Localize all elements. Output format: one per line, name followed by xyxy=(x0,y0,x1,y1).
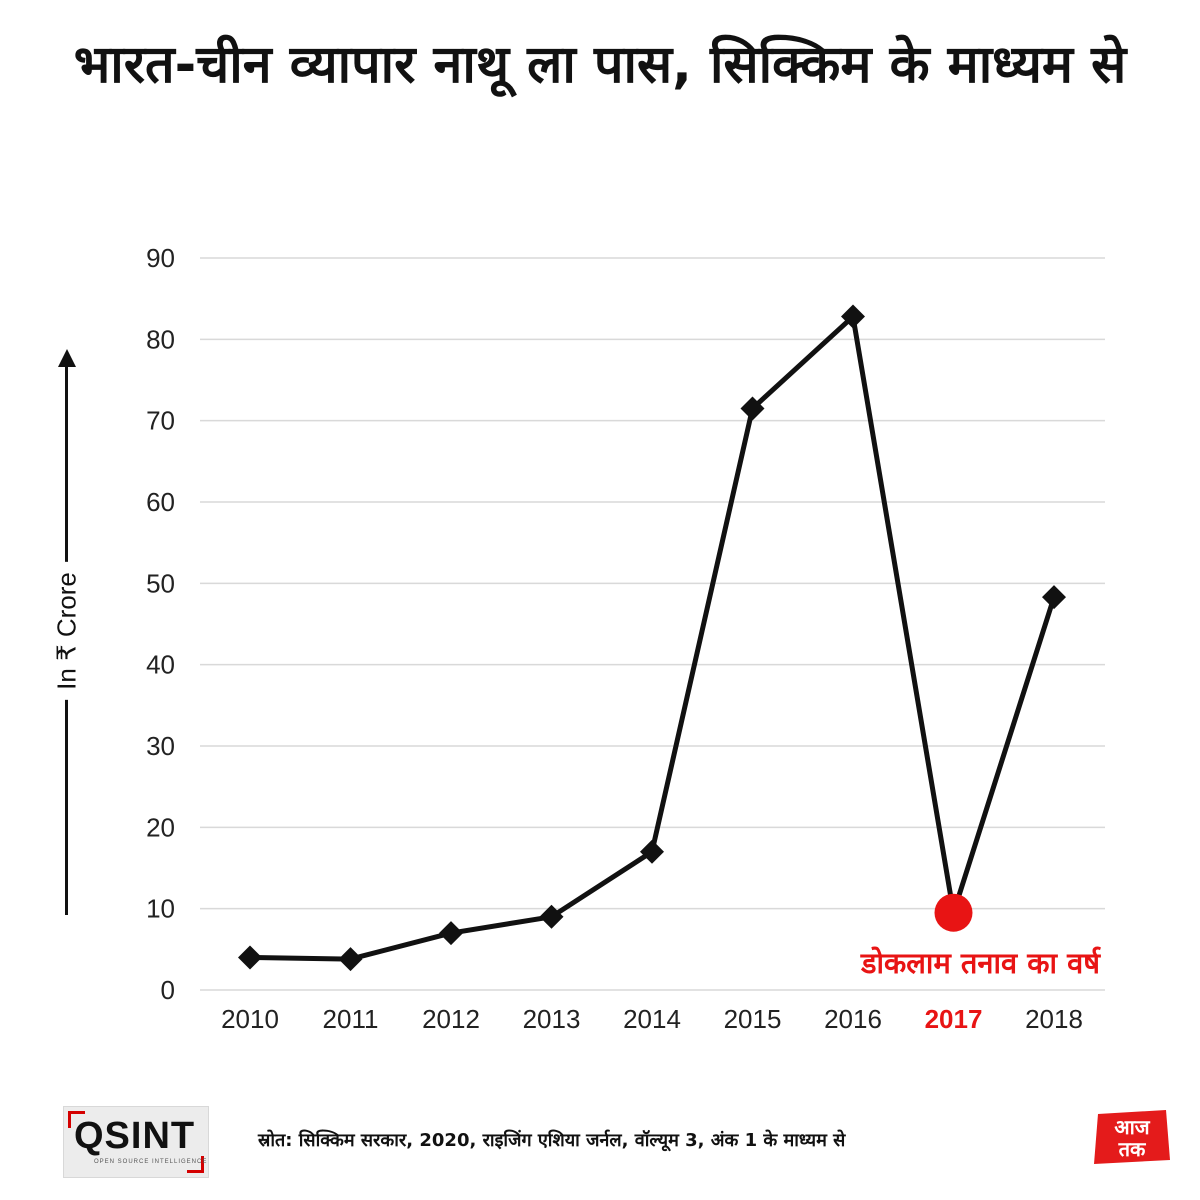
y-tick-label: 70 xyxy=(146,406,175,436)
logo-text-top: आज xyxy=(1114,1115,1150,1139)
data-point xyxy=(338,947,363,972)
highlight-point xyxy=(934,893,973,932)
qsint-logo: QSINT OPEN SOURCE INTELLIGENCE xyxy=(63,1106,209,1178)
data-markers xyxy=(238,304,1066,972)
arrow-up-icon xyxy=(58,349,76,367)
data-point xyxy=(640,839,664,864)
x-tick-labels: 2010 2011 2012 2013 2014 2015 2016 2017 2018 xyxy=(221,1004,1083,1034)
y-tick-label: 30 xyxy=(146,731,175,761)
x-tick-label: 2016 xyxy=(824,1004,882,1034)
data-point xyxy=(1042,585,1066,610)
y-tick-label: 40 xyxy=(146,650,175,680)
data-point xyxy=(238,945,262,970)
x-tick-label: 2015 xyxy=(724,1004,782,1034)
data-point xyxy=(539,904,564,929)
x-tick-label: 2018 xyxy=(1025,1004,1083,1034)
aajtak-logo: आज तक xyxy=(1094,1110,1170,1164)
gridlines xyxy=(200,257,1105,991)
data-point xyxy=(439,921,463,946)
x-tick-label: 2012 xyxy=(422,1004,480,1034)
line-chart: 0 10 20 30 40 50 60 70 80 90 2010 2011 2012 2013 2014… xyxy=(146,243,1105,1034)
data-point xyxy=(841,304,865,329)
logo-corner-icon xyxy=(68,1111,85,1128)
data-point xyxy=(740,396,765,421)
logo-text: QSINT xyxy=(74,1115,196,1157)
y-tick-label: 10 xyxy=(146,894,175,924)
logo-subtext: OPEN SOURCE INTELLIGENCE xyxy=(94,1159,208,1165)
x-tick-label: 2014 xyxy=(623,1004,681,1034)
x-tick-label: 2011 xyxy=(323,1004,379,1034)
y-axis-label: In ₹ Crore xyxy=(51,562,83,700)
x-tick-label: 2010 xyxy=(221,1004,279,1034)
logo-text-bottom: तक xyxy=(1118,1137,1147,1161)
y-tick-label: 50 xyxy=(146,568,175,598)
chart-title: भारत-चीन व्यापार नाथू ला पास, सिक्किम के… xyxy=(73,35,1127,95)
y-tick-label: 20 xyxy=(146,812,175,842)
source-note: स्रोत: सिक्किम सरकार, 2020, राइजिंग एशिय… xyxy=(258,1130,846,1151)
y-tick-label: 60 xyxy=(146,487,175,517)
x-tick-label: 2017 xyxy=(925,1004,983,1034)
logo-corner-icon xyxy=(187,1156,204,1173)
y-tick-label: 80 xyxy=(146,324,175,354)
y-tick-label: 0 xyxy=(161,975,175,1005)
y-tick-labels: 0 10 20 30 40 50 60 70 80 90 xyxy=(146,243,175,1005)
y-tick-label: 90 xyxy=(146,243,175,273)
highlight-annotation: डोकलाम तनाव का वर्ष xyxy=(860,946,1101,980)
x-tick-label: 2013 xyxy=(523,1004,581,1034)
